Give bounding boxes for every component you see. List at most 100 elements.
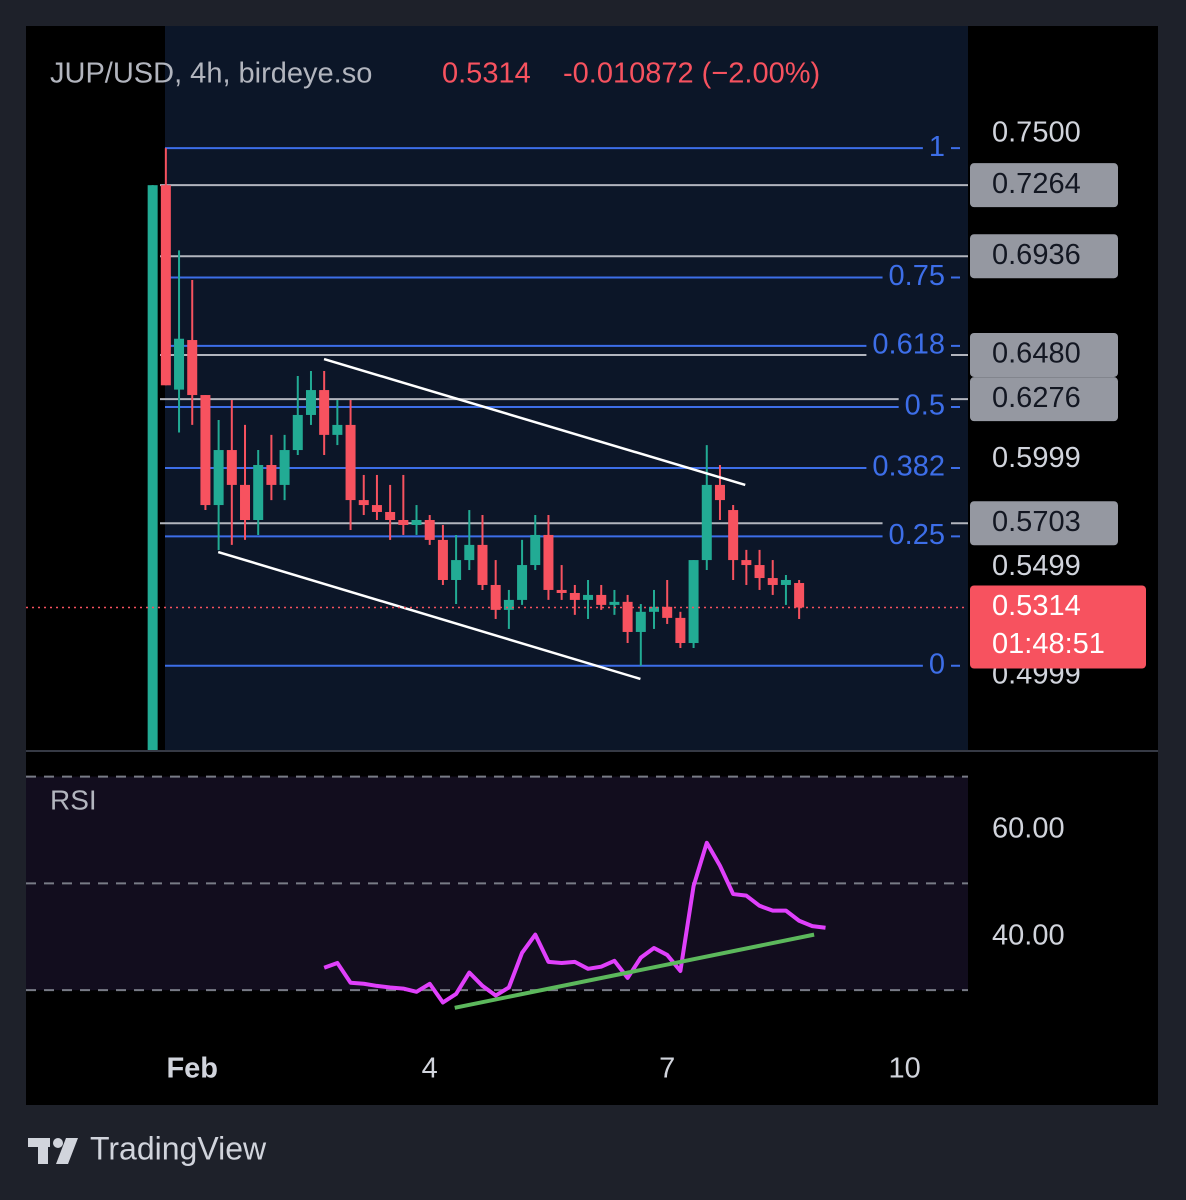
price-tag bbox=[970, 332, 1118, 377]
candle-body bbox=[358, 500, 369, 506]
price-tag-label: 0.5703 bbox=[992, 506, 1081, 538]
fib-label-bg bbox=[866, 452, 951, 485]
rsi-title: RSI bbox=[50, 784, 97, 815]
price-plot bbox=[147, 147, 968, 750]
candle-body bbox=[543, 534, 554, 590]
fib-label-bg bbox=[922, 649, 951, 682]
header-price: 0.5314 bbox=[442, 58, 531, 90]
candle-body bbox=[200, 395, 211, 506]
price-tag-label: 0.6936 bbox=[992, 239, 1081, 271]
fib-label-bg bbox=[882, 261, 951, 294]
logo bbox=[28, 1138, 78, 1164]
fib-zone bbox=[165, 26, 968, 750]
price-tag-label: 0.6480 bbox=[992, 338, 1081, 370]
candle-body bbox=[583, 594, 594, 600]
candle-body bbox=[794, 583, 805, 608]
candle-body bbox=[424, 520, 435, 540]
y-tick-label: 0.7500 bbox=[992, 117, 1081, 149]
candle-body bbox=[503, 599, 514, 610]
y-tick-label: 0.5499 bbox=[992, 550, 1081, 582]
price-tag bbox=[970, 234, 1118, 279]
fib-label-bg bbox=[922, 132, 951, 165]
candle-body bbox=[754, 565, 765, 579]
candle-body bbox=[530, 534, 541, 566]
trendline bbox=[217, 550, 641, 681]
fib-label: 0.25 bbox=[889, 519, 945, 551]
candle-body bbox=[226, 450, 237, 485]
x-tick-label: 10 bbox=[889, 1053, 921, 1085]
candle-body bbox=[371, 505, 382, 512]
trendline bbox=[323, 357, 746, 487]
fib-label-bg bbox=[882, 520, 951, 553]
fib-label: 0.382 bbox=[872, 451, 945, 483]
candle-body bbox=[596, 594, 607, 605]
candle-body bbox=[490, 584, 501, 610]
candle-body bbox=[279, 450, 290, 485]
candle-body bbox=[174, 338, 185, 390]
price-tag-label: 0.6276 bbox=[992, 382, 1081, 414]
candle-body bbox=[622, 601, 633, 632]
price-tag bbox=[970, 377, 1118, 422]
rsi-line bbox=[323, 840, 826, 1005]
x-tick-label: 7 bbox=[659, 1053, 675, 1085]
candle-body bbox=[517, 565, 528, 600]
candle-body bbox=[332, 424, 343, 435]
candle-body bbox=[385, 511, 396, 521]
fib-label: 0 bbox=[929, 648, 945, 680]
brand: TradingView bbox=[90, 1130, 267, 1166]
candle-body bbox=[648, 606, 659, 612]
fib-label: 0.75 bbox=[889, 260, 945, 292]
candle-body bbox=[609, 601, 620, 605]
candle-body bbox=[213, 450, 224, 506]
fib-label-bg bbox=[866, 329, 951, 362]
price-tag-label: 0.7264 bbox=[992, 168, 1081, 200]
candle-body bbox=[675, 617, 686, 644]
candle-body bbox=[345, 424, 356, 501]
fib-label: 0.5 bbox=[905, 390, 945, 422]
last-price-label: 0.5314 bbox=[992, 590, 1081, 622]
candle-body bbox=[728, 510, 739, 561]
x-tick-label: Feb bbox=[166, 1053, 218, 1085]
candle-body bbox=[662, 606, 673, 618]
fib-label-bg bbox=[898, 390, 951, 423]
rsi-trendline bbox=[454, 932, 815, 1010]
candle-body bbox=[556, 589, 567, 593]
candle-body bbox=[437, 539, 448, 580]
candle-body bbox=[253, 464, 264, 521]
candle-body bbox=[451, 560, 462, 580]
candle-body bbox=[319, 390, 330, 435]
candle-body bbox=[464, 544, 475, 561]
candle-body bbox=[305, 390, 316, 415]
candle-body bbox=[767, 578, 778, 585]
candle-body bbox=[266, 464, 277, 485]
x-tick-label: 4 bbox=[422, 1053, 438, 1085]
rsi-tick-label: 60.00 bbox=[992, 813, 1065, 845]
header-change: -0.010872 (−2.00%) bbox=[563, 58, 820, 90]
last-price-tag bbox=[970, 585, 1146, 669]
candle-body bbox=[477, 544, 488, 585]
countdown: 01:48:51 bbox=[992, 628, 1105, 660]
price-tag bbox=[970, 163, 1118, 208]
fib-label: 1 bbox=[929, 131, 945, 163]
candle-body bbox=[714, 484, 725, 501]
candle-body bbox=[160, 185, 171, 386]
y-tick-label: 0.5999 bbox=[992, 442, 1081, 474]
candle-body bbox=[780, 579, 791, 585]
candle-body bbox=[398, 520, 409, 525]
candle-body bbox=[292, 414, 303, 451]
candle-body bbox=[569, 592, 580, 600]
chart-title: JUP/USD, 4h, birdeye.so bbox=[50, 58, 372, 90]
price-tag bbox=[970, 501, 1118, 546]
candle-body bbox=[701, 484, 712, 561]
candle-body bbox=[187, 340, 198, 396]
candle-body bbox=[411, 520, 422, 525]
rsi-tick-label: 40.00 bbox=[992, 919, 1065, 951]
candle-body bbox=[688, 560, 699, 644]
candle-body bbox=[240, 484, 251, 521]
candle-body bbox=[635, 611, 646, 632]
candle-body bbox=[741, 560, 752, 566]
candle-body bbox=[147, 185, 158, 750]
plot: 60.00 40.00 1 0.75 0.618 0.5 0.382 0.25 0 0.7500 0… bbox=[26, 117, 1146, 1085]
